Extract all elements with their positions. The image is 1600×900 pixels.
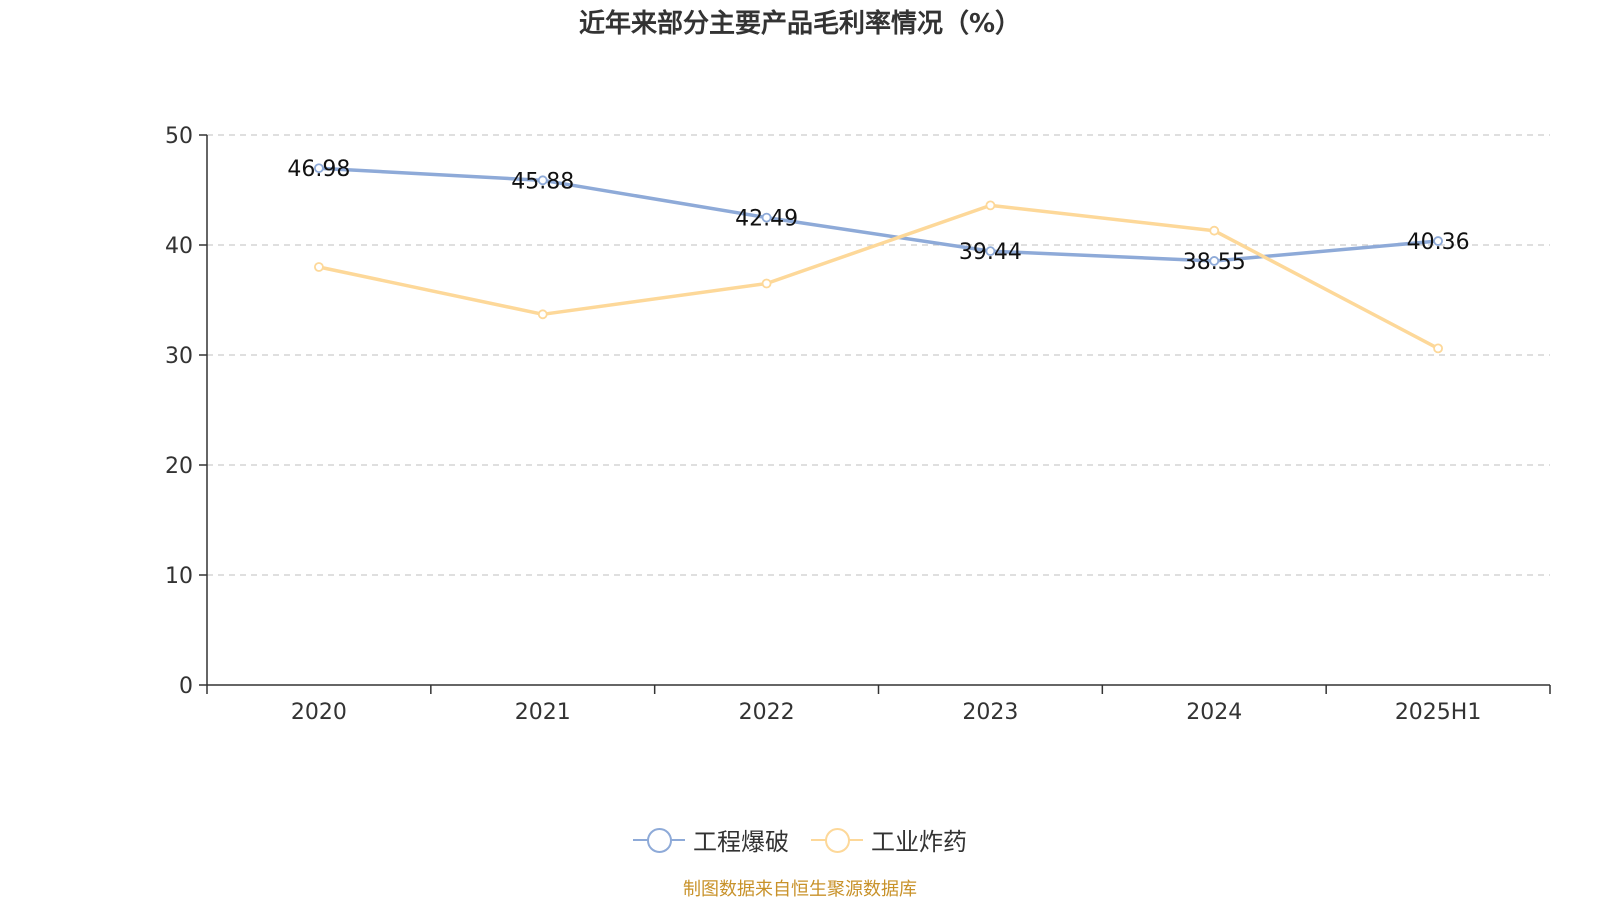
data-label: 42.49 (735, 207, 798, 232)
x-tick-label: 2025H1 (1395, 700, 1482, 725)
y-tick-label: 30 (165, 344, 193, 369)
y-tick-label: 0 (179, 674, 193, 699)
x-tick-label: 2020 (291, 700, 347, 725)
data-label: 45.88 (511, 169, 574, 194)
data-label: 39.44 (959, 240, 1022, 265)
data-point (314, 163, 324, 174)
data-labels: 46.98 45.88 42.49 39.44 38.55 40.36 (287, 157, 1469, 275)
legend-marker-icon (633, 827, 685, 853)
series-line-0 (317, 166, 1440, 263)
data-point (761, 278, 772, 289)
data-point (1433, 343, 1443, 354)
data-point (985, 200, 996, 211)
axes: 0 10 20 30 40 50 2020 2021 2022 2023 2024 2025H1 (165, 124, 1551, 725)
legend-item-series-0[interactable]: 工程爆破 (633, 822, 789, 857)
data-label: 38.55 (1183, 250, 1246, 275)
source-note: 制图数据来自恒生聚源数据库 (683, 879, 917, 900)
data-point (985, 246, 996, 257)
y-tick-label: 20 (165, 454, 193, 479)
legend-marker-icon (811, 827, 863, 853)
data-label: 46.98 (287, 157, 350, 182)
data-point (314, 262, 324, 272)
data-point (537, 175, 548, 186)
legend-item-series-1[interactable]: 工业炸药 (811, 822, 967, 857)
data-point (537, 309, 548, 320)
y-tick-label: 10 (165, 564, 193, 589)
data-point (761, 212, 772, 223)
legend: 工程爆破 工业炸药 (0, 822, 1600, 857)
series-line-1 (317, 203, 1440, 351)
x-tick-label: 2024 (1186, 700, 1242, 725)
x-tick-label: 2023 (962, 700, 1018, 725)
grid-lines (207, 134, 1550, 576)
y-tick-label: 40 (165, 234, 193, 259)
series-lines (314, 163, 1443, 354)
chart-title: 近年来部分主要产品毛利率情况（%） (578, 9, 1022, 39)
legend-label: 工业炸药 (871, 828, 967, 856)
data-label: 40.36 (1407, 230, 1470, 255)
legend-label: 工程爆破 (693, 828, 789, 856)
data-point (1433, 236, 1443, 246)
data-point (1209, 256, 1220, 266)
x-tick-label: 2022 (739, 700, 795, 725)
y-tick-label: 50 (165, 124, 193, 149)
x-tick-label: 2021 (515, 700, 571, 725)
data-point (1209, 225, 1220, 236)
